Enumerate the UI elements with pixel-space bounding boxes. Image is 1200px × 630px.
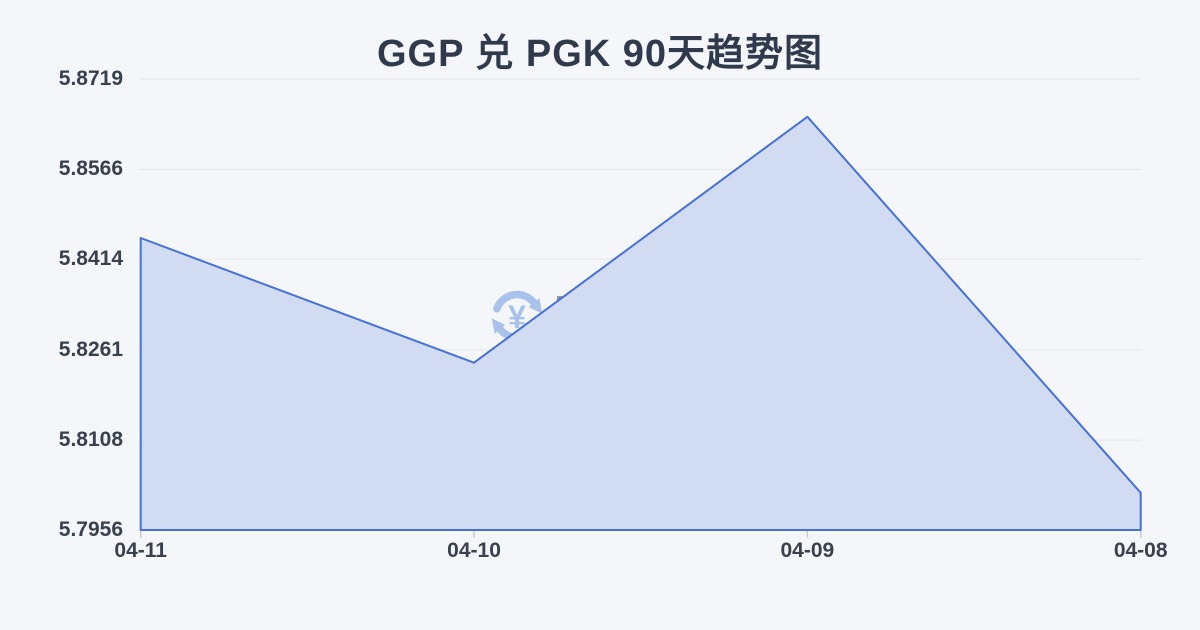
y-axis-label: 5.8414 [58, 247, 123, 271]
x-axis-label: 04-10 [447, 539, 501, 562]
y-axis-label: 5.8566 [58, 157, 123, 181]
x-axis-label: 04-08 [1113, 539, 1168, 562]
yuan-symbol: ¥ [508, 299, 526, 335]
x-axis-label: 04-09 [780, 539, 835, 562]
x-axis-label: 04-11 [114, 539, 167, 562]
y-axis-label: 5.8719 [58, 67, 123, 90]
chart-title: GGP 兑 PGK 90天趋势图 [376, 33, 824, 75]
y-axis-label: 5.8108 [58, 428, 123, 452]
trend-area [139, 115, 1142, 531]
y-axis-label: 5.8261 [58, 337, 123, 361]
y-axis-label: 5.7956 [58, 518, 123, 541]
